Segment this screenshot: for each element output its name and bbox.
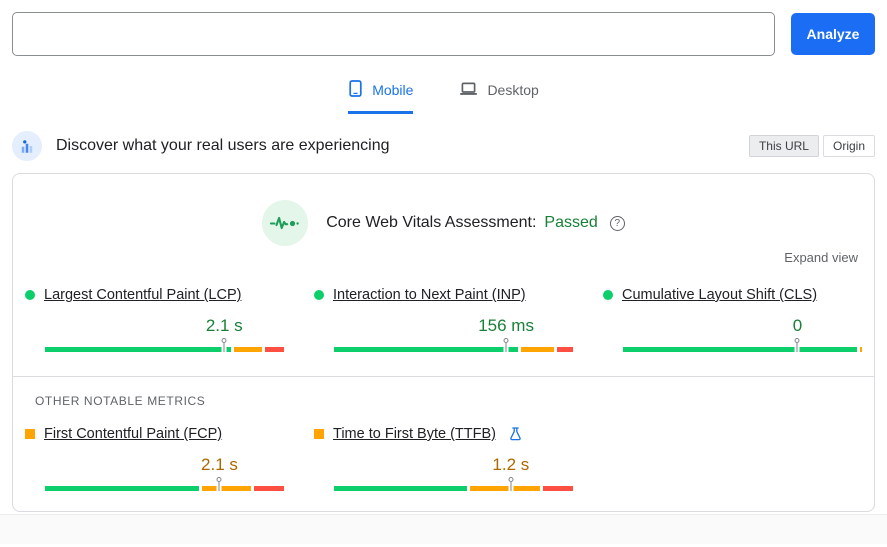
scope-toggle: This URL Origin xyxy=(748,135,875,157)
metric-cls: Cumulative Layout Shift (CLS) 0 xyxy=(603,287,862,352)
experimental-flask-icon xyxy=(509,427,522,441)
tab-desktop-label: Desktop xyxy=(487,82,539,98)
fcp-distribution-bar xyxy=(45,486,285,491)
analyze-button[interactable]: Analyze xyxy=(791,13,875,55)
metric-lcp: Largest Contentful Paint (LCP) 2.1 s xyxy=(25,287,284,352)
cwv-assessment-header: Core Web Vitals Assessment: Passed ? xyxy=(23,200,864,246)
origin-button[interactable]: Origin xyxy=(822,135,875,157)
card-divider xyxy=(13,376,874,377)
core-web-vitals-row: Largest Contentful Paint (LCP) 2.1 s Int… xyxy=(23,287,864,352)
metric-rating-dot-icon xyxy=(314,290,324,300)
inp-link[interactable]: Interaction to Next Paint (INP) xyxy=(333,287,526,303)
field-data-card: Core Web Vitals Assessment: Passed ? Exp… xyxy=(12,173,875,512)
assessment-title: Core Web Vitals Assessment: xyxy=(326,214,537,231)
pulse-icon xyxy=(262,200,309,246)
expand-view-link[interactable]: Expand view xyxy=(784,250,858,265)
ttfb-value: 1.2 s xyxy=(492,455,530,474)
lcp-distribution-bar xyxy=(45,347,284,352)
cls-distribution-bar xyxy=(623,347,862,352)
tab-mobile[interactable]: Mobile xyxy=(348,80,414,114)
phone-icon xyxy=(348,80,363,100)
fcp-link[interactable]: First Contentful Paint (FCP) xyxy=(44,426,223,442)
metric-rating-dot-icon xyxy=(25,290,35,300)
other-metrics-heading: OTHER NOTABLE METRICS xyxy=(35,394,206,408)
metric-fcp: First Contentful Paint (FCP) 2.1 s xyxy=(25,426,285,491)
other-metrics-row: First Contentful Paint (FCP) 2.1 s Time … xyxy=(23,426,864,491)
tab-desktop[interactable]: Desktop xyxy=(459,80,539,114)
fcp-value: 2.1 s xyxy=(201,455,238,474)
cls-link[interactable]: Cumulative Layout Shift (CLS) xyxy=(622,287,818,303)
inp-value: 156 ms xyxy=(478,316,534,335)
field-data-icon xyxy=(12,131,42,161)
metric-ttfb: Time to First Byte (TTFB) 1.2 s xyxy=(314,426,574,491)
device-tabs: Mobile Desktop xyxy=(0,80,887,114)
inp-distribution-bar xyxy=(334,347,573,352)
help-icon[interactable]: ? xyxy=(609,215,625,231)
footer-strip xyxy=(0,514,887,544)
url-input[interactable] xyxy=(12,12,775,56)
laptop-icon xyxy=(459,81,478,100)
section-title: Discover what your real users are experi… xyxy=(56,137,390,154)
metric-rating-dot-icon xyxy=(603,290,613,300)
this-url-button[interactable]: This URL xyxy=(748,135,819,157)
cls-value: 0 xyxy=(792,316,803,335)
assessment-result: Passed xyxy=(544,214,598,231)
metric-rating-square-icon xyxy=(314,429,324,439)
tab-mobile-label: Mobile xyxy=(372,82,414,98)
lcp-link[interactable]: Largest Contentful Paint (LCP) xyxy=(44,287,242,303)
metric-rating-square-icon xyxy=(25,429,35,439)
lcp-value: 2.1 s xyxy=(205,316,243,335)
url-bar: Analyze xyxy=(0,0,887,56)
metric-inp: Interaction to Next Paint (INP) 156 ms xyxy=(314,287,573,352)
real-users-section-header: Discover what your real users are experi… xyxy=(0,114,887,171)
ttfb-distribution-bar xyxy=(334,486,574,491)
ttfb-link[interactable]: Time to First Byte (TTFB) xyxy=(333,426,496,442)
